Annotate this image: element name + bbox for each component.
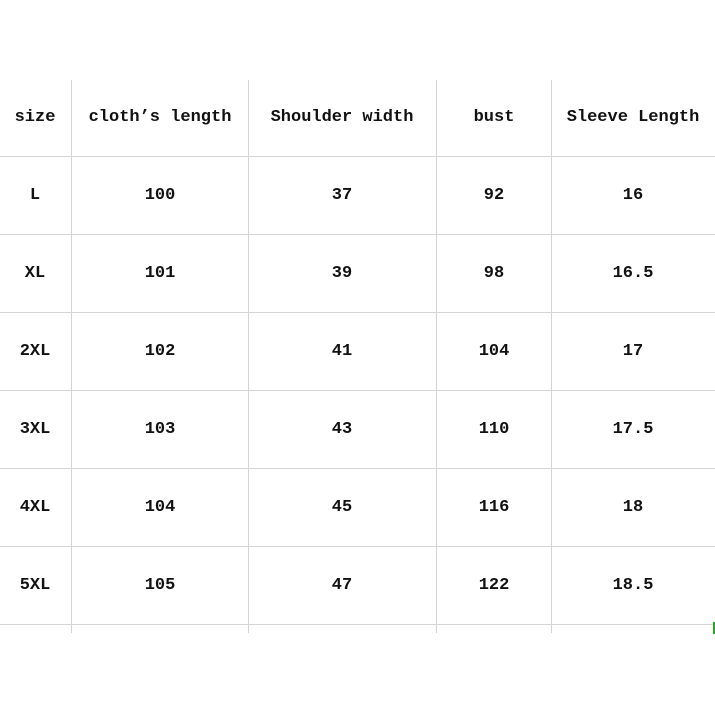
table-cell: 110 — [478, 420, 510, 439]
column-divider — [436, 80, 437, 633]
header-cell: size — [14, 108, 56, 127]
row-divider — [0, 312, 715, 313]
row-divider — [0, 624, 715, 625]
column-divider — [71, 80, 72, 633]
table-cell: 16 — [622, 186, 644, 205]
header-cell: Shoulder width — [270, 108, 414, 127]
row-divider — [0, 156, 715, 157]
row-divider — [0, 546, 715, 547]
column-divider — [551, 80, 552, 633]
table-cell: 116 — [478, 498, 510, 517]
table-cell: 43 — [331, 420, 353, 439]
table-cell: 104 — [144, 498, 176, 517]
table-cell: XL — [24, 264, 46, 283]
header-cell: cloth’s length — [88, 108, 232, 127]
table-cell: 92 — [483, 186, 505, 205]
table-cell: 3XL — [19, 420, 51, 439]
table-cell: 5XL — [19, 576, 51, 595]
row-divider — [0, 390, 715, 391]
table-cell: 4XL — [19, 498, 51, 517]
table-cell: 101 — [144, 264, 176, 283]
row-divider — [0, 468, 715, 469]
table-cell: L — [29, 186, 41, 205]
table-cell: 17.5 — [612, 420, 654, 439]
table-cell: 37 — [331, 186, 353, 205]
table-cell: 16.5 — [612, 264, 654, 283]
row-divider — [0, 234, 715, 235]
table-cell: 17 — [622, 342, 644, 361]
table-cell: 45 — [331, 498, 353, 517]
header-cell: bust — [473, 108, 515, 127]
table-cell: 104 — [478, 342, 510, 361]
table-cell: 105 — [144, 576, 176, 595]
table-cell: 18 — [622, 498, 644, 517]
table-cell: 103 — [144, 420, 176, 439]
table-cell: 39 — [331, 264, 353, 283]
table-cell: 98 — [483, 264, 505, 283]
table-cell: 2XL — [19, 342, 51, 361]
table-cell: 47 — [331, 576, 353, 595]
table-cell: 102 — [144, 342, 176, 361]
header-cell: Sleeve Length — [566, 108, 700, 127]
table-cell: 100 — [144, 186, 176, 205]
table-cell: 122 — [478, 576, 510, 595]
selection-marker — [713, 622, 715, 634]
table-cell: 18.5 — [612, 576, 654, 595]
column-divider — [248, 80, 249, 633]
table-cell: 41 — [331, 342, 353, 361]
